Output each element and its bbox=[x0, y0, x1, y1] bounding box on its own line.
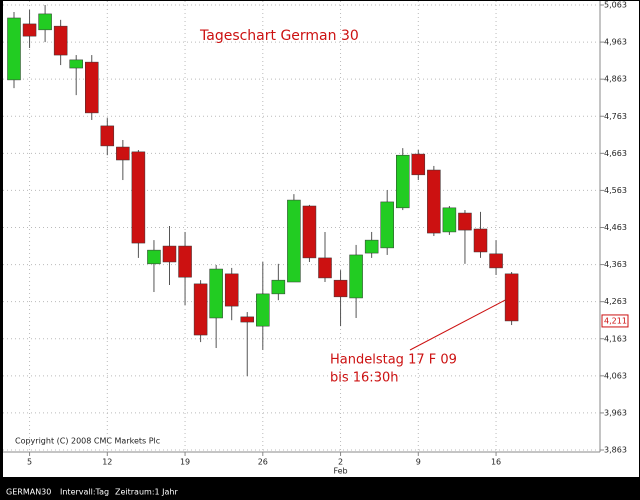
candle-body bbox=[85, 61, 99, 114]
y-tick-label: 4,563 bbox=[604, 186, 627, 195]
x-tick-label: 26 bbox=[258, 458, 268, 467]
candle-body bbox=[256, 293, 270, 327]
annotation: bis 16:30h bbox=[330, 371, 398, 386]
x-tick-label: 12 bbox=[102, 458, 112, 467]
candle-body bbox=[380, 201, 394, 249]
candle-body bbox=[442, 207, 457, 233]
candle-body bbox=[427, 169, 441, 234]
y-tick-label: 4,063 bbox=[604, 371, 627, 380]
candle-body bbox=[489, 253, 503, 269]
candle-body bbox=[318, 257, 332, 279]
y-tick-label: 3,963 bbox=[604, 408, 627, 417]
candle-body bbox=[287, 199, 301, 283]
candle-body bbox=[178, 245, 192, 278]
candle-body bbox=[53, 25, 68, 56]
x-tick-label: 16 bbox=[491, 458, 501, 467]
candle-body bbox=[349, 254, 363, 299]
candle-body bbox=[302, 205, 317, 259]
candle-body bbox=[100, 125, 115, 147]
y-tick-label: 4,663 bbox=[604, 149, 627, 158]
candle-body bbox=[473, 228, 488, 253]
candle-body bbox=[147, 249, 161, 265]
y-tick-label: 4,163 bbox=[604, 334, 627, 343]
y-tick-label: 3,863 bbox=[604, 446, 627, 455]
copyright: Copyright (C) 2008 CMC Markets Plc bbox=[15, 437, 160, 446]
candle-body bbox=[411, 153, 426, 176]
last-price-box bbox=[601, 314, 629, 328]
y-tick-label: 5,063 bbox=[604, 1, 627, 10]
candle-body bbox=[131, 151, 146, 244]
chart-title: Tageschart German 30 bbox=[199, 28, 359, 44]
y-tick-label: 4,963 bbox=[604, 38, 627, 47]
annotation-arrow bbox=[409, 296, 512, 351]
x-month-label: Feb bbox=[333, 467, 347, 476]
x-tick-label: 2 bbox=[338, 458, 343, 467]
y-tick-label: 4,863 bbox=[604, 75, 627, 84]
last-price-label: 4,211 bbox=[604, 316, 627, 325]
footer-text: Intervall:Tag bbox=[60, 488, 109, 497]
chart-background bbox=[3, 1, 639, 477]
candle-body bbox=[271, 279, 286, 295]
candle-body bbox=[364, 239, 379, 254]
footer-text: Zeitraum:1 Jahr bbox=[115, 488, 178, 497]
candle-body bbox=[240, 316, 254, 323]
y-tick-label: 4,363 bbox=[604, 260, 627, 269]
y-tick-label: 4,263 bbox=[604, 297, 627, 306]
x-tick-label: 9 bbox=[416, 458, 421, 467]
x-tick-label: 19 bbox=[180, 458, 190, 467]
candle-body bbox=[209, 268, 223, 319]
y-tick-label: 4,763 bbox=[604, 112, 627, 121]
candle-body bbox=[224, 273, 239, 307]
candle-body bbox=[458, 212, 472, 231]
footer-text: GERMAN30 bbox=[6, 488, 51, 497]
y-tick-label: 4,463 bbox=[604, 223, 627, 232]
candle-body bbox=[193, 283, 208, 336]
candle-body bbox=[22, 23, 37, 37]
candle-body bbox=[162, 245, 177, 263]
candle-body bbox=[7, 17, 21, 81]
candle-body bbox=[396, 154, 410, 209]
candle-body bbox=[504, 273, 519, 322]
candle-body bbox=[333, 279, 348, 298]
x-tick-label: 5 bbox=[27, 458, 32, 467]
annotation: Handelstag 17 F 09 bbox=[330, 353, 457, 368]
candle-body bbox=[69, 59, 83, 69]
candle-body bbox=[38, 13, 52, 31]
candle-body bbox=[116, 146, 130, 161]
